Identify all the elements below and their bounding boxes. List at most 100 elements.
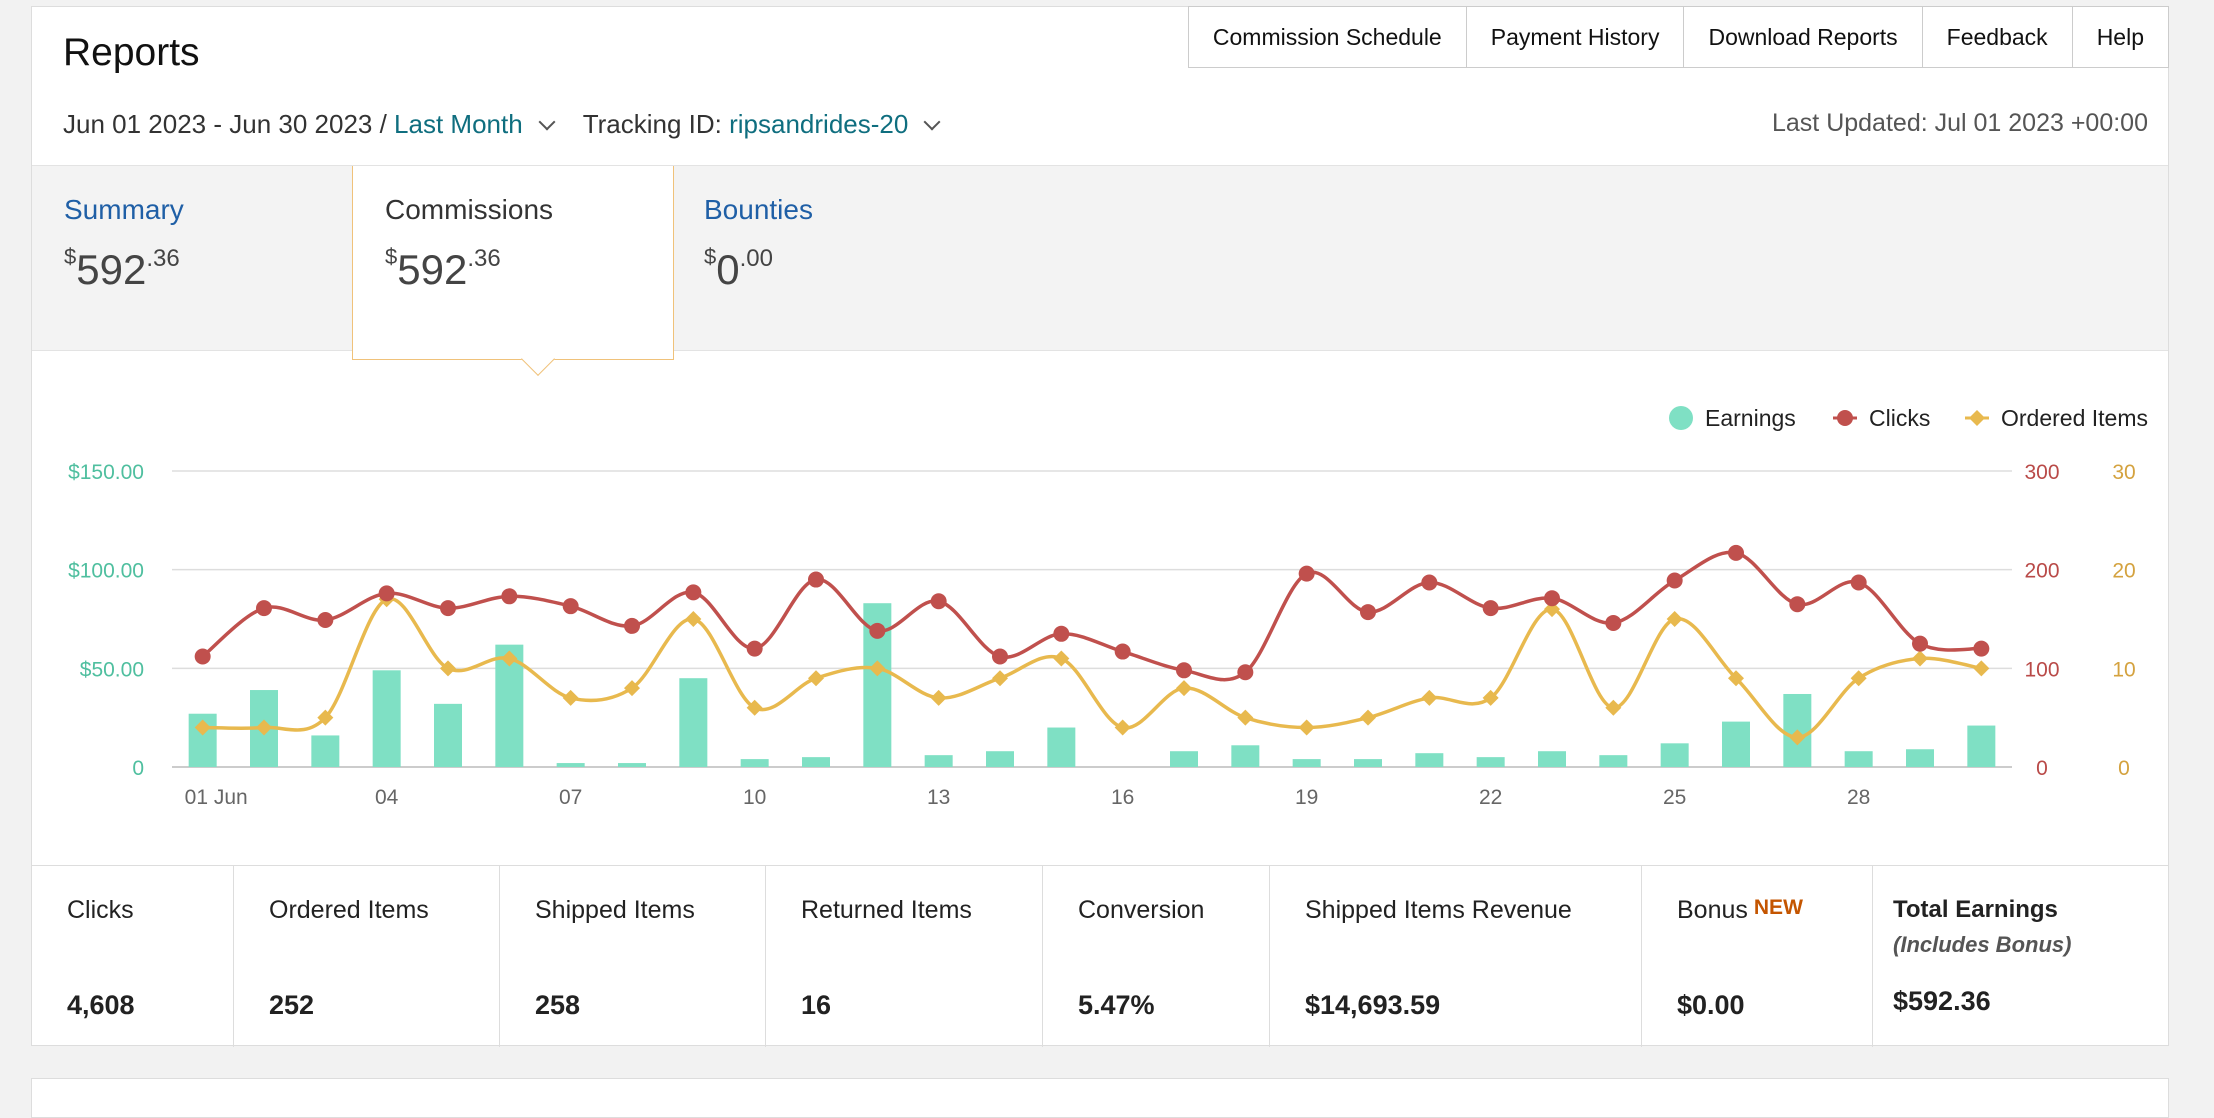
clicks-point xyxy=(930,593,947,610)
tab-summary[interactable]: Summary $592.36 xyxy=(32,166,354,352)
commission-schedule-link[interactable]: Commission Schedule xyxy=(1187,6,1467,68)
clicks-point xyxy=(685,584,702,601)
earnings-bar xyxy=(434,703,462,767)
metric-clicks: Clicks 4,608 xyxy=(32,866,234,1047)
tab-amount: $0.00 xyxy=(704,244,773,293)
metric-sublabel: (Includes Bonus) xyxy=(1893,932,2072,957)
help-link[interactable]: Help xyxy=(2072,6,2169,68)
ordered-items-point xyxy=(1298,719,1315,736)
ordered-items-point xyxy=(256,719,272,736)
x-tick-label: 13 xyxy=(927,786,950,809)
earnings-bar xyxy=(1599,755,1628,767)
metric-label: Ordered Items xyxy=(269,896,429,924)
legend-earnings-marker xyxy=(1669,406,1693,430)
metric-label: Bonus NEW xyxy=(1677,896,1803,924)
legend-label: Earnings xyxy=(1705,405,1796,431)
metric-value: 4,608 xyxy=(67,990,135,1020)
ordered-items-point xyxy=(869,660,886,677)
tab-label: Summary xyxy=(64,194,184,225)
ordered-items-point xyxy=(808,670,824,687)
tab-amount: $592.36 xyxy=(385,244,501,293)
metric-conversion: Conversion 5.47% xyxy=(1043,866,1270,1047)
y-tick-label-ordered: 20 xyxy=(2112,560,2135,583)
download-reports-link[interactable]: Download Reports xyxy=(1684,6,1923,68)
earnings-bar xyxy=(1415,753,1444,767)
date-preset-dropdown[interactable]: Last Month xyxy=(394,109,523,139)
ordered-items-point xyxy=(1544,601,1560,618)
earnings-bar xyxy=(1906,749,1934,767)
earnings-bar xyxy=(1354,759,1382,767)
earnings-bar xyxy=(618,763,646,767)
earnings-bar xyxy=(1047,727,1076,767)
metric-returned-items: Returned Items 16 xyxy=(766,866,1043,1047)
metric-value: $14,693.59 xyxy=(1305,990,1441,1020)
y-tick-label-earnings: $50.00 xyxy=(80,658,144,681)
clicks-point xyxy=(1850,574,1867,591)
clicks-point xyxy=(1482,600,1499,617)
clicks-point xyxy=(440,600,456,617)
earnings-bar xyxy=(1292,759,1321,767)
chevron-down-icon[interactable] xyxy=(923,113,941,130)
ordered-items-point xyxy=(1789,729,1806,746)
clicks-point xyxy=(869,622,886,639)
ordered-items-point xyxy=(1421,689,1438,706)
clicks-point xyxy=(1728,544,1744,561)
earnings-bar xyxy=(1476,757,1505,767)
ordered-items-point xyxy=(624,680,640,697)
earnings-bar xyxy=(1231,745,1260,767)
clicks-point xyxy=(1298,565,1315,582)
metric-label: Total Earnings xyxy=(1893,896,2058,923)
ordered-items-point xyxy=(1850,670,1867,687)
earnings-bar xyxy=(924,755,953,767)
clicks-point xyxy=(1237,664,1254,681)
clicks-point xyxy=(1973,640,1990,657)
x-tick-label: 10 xyxy=(743,786,766,809)
ordered-items-point xyxy=(194,719,211,736)
reports-card: Reports Commission Schedule Payment Hist… xyxy=(31,6,2169,1047)
x-tick-label: 19 xyxy=(1295,786,1318,809)
legend-clicks-marker xyxy=(1837,410,1853,426)
clicks-point xyxy=(1360,604,1376,621)
chart-svg: $150.00 300 30$100.00 200 20$50.00 100 100 0 001… xyxy=(68,405,2148,809)
metric-value: $0.00 xyxy=(1677,990,1745,1020)
earnings-bar xyxy=(679,678,708,767)
metric-label: Conversion xyxy=(1078,896,1205,924)
earnings-bar xyxy=(740,759,769,767)
y-tick-label-clicks: 100 xyxy=(2024,658,2059,681)
tracking-id-dropdown[interactable]: ripsandrides-20 xyxy=(729,109,909,139)
filter-row: Jun 01 2023 - Jun 30 2023 / Last Month T… xyxy=(63,109,968,140)
ordered-items-point xyxy=(1728,670,1744,687)
clicks-point xyxy=(317,611,334,628)
earnings-bar xyxy=(1538,751,1566,767)
tab-commissions[interactable]: Commissions $592.36 xyxy=(352,166,674,360)
x-tick-label: 16 xyxy=(1111,786,1134,809)
clicks-point xyxy=(1114,643,1131,660)
last-updated: Last Updated: Jul 01 2023 +00:00 xyxy=(1772,109,2148,137)
clicks-line xyxy=(201,550,1982,682)
tab-label: Bounties xyxy=(704,194,813,225)
page-title: Reports xyxy=(63,31,200,74)
y-tick-label-clicks: 300 xyxy=(2024,461,2059,484)
date-range: Jun 01 2023 - Jun 30 2023 / xyxy=(63,109,387,139)
clicks-point xyxy=(1912,635,1928,652)
tab-label: Commissions xyxy=(385,194,554,225)
legend-label: Ordered Items xyxy=(2001,405,2148,431)
reports-header: Reports Commission Schedule Payment Hist… xyxy=(32,6,2169,165)
clicks-point xyxy=(1544,590,1560,607)
y-tick-label-ordered: 0 xyxy=(2118,757,2130,780)
tab-bounties[interactable]: Bounties $0.00 xyxy=(672,166,994,352)
new-badge: NEW xyxy=(1753,896,1803,919)
metrics-row: Clicks 4,608 Ordered Items 252 Shipped I… xyxy=(32,865,2168,1047)
metric-value: 258 xyxy=(535,990,581,1020)
ordered-items-point xyxy=(1912,650,1928,667)
clicks-point xyxy=(562,598,579,615)
y-tick-label-ordered: 10 xyxy=(2112,658,2135,681)
tracking-label: Tracking ID: xyxy=(582,109,722,139)
ordered-items-point xyxy=(930,689,947,706)
chevron-down-icon[interactable] xyxy=(538,113,556,130)
ordered-items-point xyxy=(562,689,579,706)
payment-history-link[interactable]: Payment History xyxy=(1466,6,1685,68)
y-tick-label-ordered: 30 xyxy=(2112,461,2135,484)
feedback-link[interactable]: Feedback xyxy=(1922,6,2073,68)
clicks-point xyxy=(1789,596,1806,613)
